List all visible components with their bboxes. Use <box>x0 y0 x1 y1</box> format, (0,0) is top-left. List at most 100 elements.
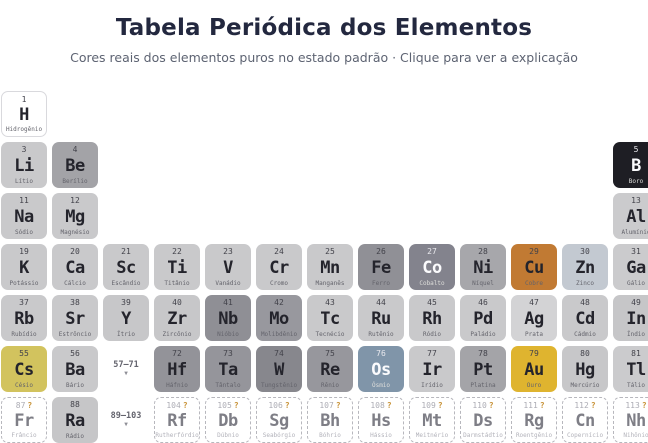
element-tile-w[interactable]: 74 W Tungstênio <box>256 346 302 392</box>
element-symbol: Ra <box>65 411 85 431</box>
element-tile-bh[interactable]: 107? Bh Bóhrio <box>307 397 353 443</box>
lanthanide-range[interactable]: 57–71 ▼ <box>103 346 149 392</box>
element-tile-na[interactable]: 11 Na Sódio <box>1 193 47 239</box>
element-tile-hg[interactable]: 80 Hg Mercúrio <box>562 346 608 392</box>
element-tile-fe[interactable]: 26 Fe Ferro <box>358 244 404 290</box>
element-tile-db[interactable]: 105? Db Dúbnio <box>205 397 251 443</box>
atomic-number: 27 <box>427 247 437 256</box>
element-name: Molibdênio <box>260 331 298 338</box>
unknown-color-question-mark: ? <box>27 401 33 410</box>
atomic-number-row: 29 <box>529 248 539 256</box>
element-tile-ba[interactable]: 56 Ba Bário <box>52 346 98 392</box>
element-tile-tc[interactable]: 43 Tc Tecnécio <box>307 295 353 341</box>
element-tile-mn[interactable]: 25 Mn Manganês <box>307 244 353 290</box>
element-tile-ru[interactable]: 44 Ru Rutênio <box>358 295 404 341</box>
element-symbol: Cu <box>524 258 544 278</box>
actinide-range[interactable]: 89–103 ▼ <box>103 397 149 443</box>
atomic-number: 87 <box>15 401 26 410</box>
element-name: Ouro <box>526 382 542 389</box>
element-tile-au[interactable]: 79 Au Ouro <box>511 346 557 392</box>
element-tile-fr[interactable]: 87? Fr Frâncio <box>1 397 47 443</box>
atomic-number: 56 <box>70 349 80 358</box>
element-tile-re[interactable]: 75 Re Rênio <box>307 346 353 392</box>
element-symbol: Cs <box>14 360 34 380</box>
element-tile-ir[interactable]: 77 Ir Irídio <box>409 346 455 392</box>
atomic-number: 38 <box>70 298 80 307</box>
element-tile-ra[interactable]: 88 Ra Rádio <box>52 397 98 443</box>
element-tile-sg[interactable]: 106? Sg Seabórgio <box>256 397 302 443</box>
element-tile-rh[interactable]: 45 Rh Ródio <box>409 295 455 341</box>
element-tile-hf[interactable]: 72 Hf Háfnio <box>154 346 200 392</box>
element-tile-v[interactable]: 23 V Vanádio <box>205 244 251 290</box>
element-tile-sr[interactable]: 38 Sr Estrôncio <box>52 295 98 341</box>
element-tile-nh[interactable]: 113? Nh Nihônio <box>613 397 648 443</box>
element-tile-pt[interactable]: 78 Pt Platina <box>460 346 506 392</box>
unknown-color-question-mark: ? <box>386 401 392 410</box>
element-tile-os[interactable]: 76 Os Ósmio <box>358 346 404 392</box>
element-tile-b[interactable]: 5 B Boro <box>613 142 648 188</box>
element-tile-zr[interactable]: 40 Zr Zircônio <box>154 295 200 341</box>
element-tile-cu[interactable]: 29 Cu Cobre <box>511 244 557 290</box>
atomic-number: 48 <box>580 298 590 307</box>
element-tile-co[interactable]: 27 Co Cobalto <box>409 244 455 290</box>
element-tile-nb[interactable]: 41 Nb Nióbio <box>205 295 251 341</box>
element-tile-in[interactable]: 49 In Índio <box>613 295 648 341</box>
unknown-color-question-mark: ? <box>182 401 188 410</box>
element-tile-ca[interactable]: 20 Ca Cálcio <box>52 244 98 290</box>
element-symbol: Ga <box>626 258 646 278</box>
atomic-number: 1 <box>21 95 27 104</box>
element-tile-al[interactable]: 13 Al Alumínio <box>613 193 648 239</box>
element-name: Vanádio <box>215 280 241 287</box>
unknown-color-question-mark: ? <box>437 401 443 410</box>
atomic-number: 107 <box>319 401 334 410</box>
element-tile-mt[interactable]: 109? Mt Meitnério <box>409 397 455 443</box>
atomic-number-row: 27 <box>427 248 437 256</box>
element-name: Cromo <box>269 280 289 287</box>
element-tile-rf[interactable]: 104? Rf Rutherfórdio <box>154 397 200 443</box>
element-name: Copernício <box>566 432 604 439</box>
element-tile-be[interactable]: 4 Be Berílio <box>52 142 98 188</box>
atomic-number: 73 <box>223 349 233 358</box>
element-tile-mo[interactable]: 42 Mo Molibdênio <box>256 295 302 341</box>
atomic-number-row: 1 <box>22 96 27 104</box>
element-name: Bário <box>65 382 85 389</box>
element-tile-cr[interactable]: 24 Cr Cromo <box>256 244 302 290</box>
element-tile-rb[interactable]: 37 Rb Rubídio <box>1 295 47 341</box>
atomic-number-row: 110? <box>472 402 493 410</box>
atomic-number: 108 <box>370 401 385 410</box>
element-tile-h[interactable]: 1 H Hidrogênio <box>1 91 47 137</box>
atomic-number-row: 106? <box>268 402 289 410</box>
element-name: Potássio <box>9 280 39 287</box>
element-tile-pd[interactable]: 46 Pd Paládio <box>460 295 506 341</box>
element-symbol: Mg <box>65 207 85 227</box>
element-tile-ag[interactable]: 47 Ag Prata <box>511 295 557 341</box>
element-tile-y[interactable]: 39 Y Ítrio <box>103 295 149 341</box>
element-tile-cn[interactable]: 112? Cn Copernício <box>562 397 608 443</box>
element-tile-cd[interactable]: 48 Cd Cádmio <box>562 295 608 341</box>
element-tile-cs[interactable]: 55 Cs Césio <box>1 346 47 392</box>
element-tile-sc[interactable]: 21 Sc Escândio <box>103 244 149 290</box>
element-tile-mg[interactable]: 12 Mg Magnésio <box>52 193 98 239</box>
unknown-color-question-mark: ? <box>233 401 239 410</box>
element-tile-zn[interactable]: 30 Zn Zinco <box>562 244 608 290</box>
element-tile-rg[interactable]: 111? Rg Roentgênio <box>511 397 557 443</box>
element-tile-li[interactable]: 3 Li Lítio <box>1 142 47 188</box>
element-tile-ta[interactable]: 73 Ta Tântalo <box>205 346 251 392</box>
atomic-number: 3 <box>21 145 27 154</box>
element-symbol: Mn <box>320 258 340 278</box>
element-tile-hs[interactable]: 108? Hs Hássio <box>358 397 404 443</box>
element-tile-ga[interactable]: 31 Ga Gálio <box>613 244 648 290</box>
atomic-number: 112 <box>574 401 589 410</box>
atomic-number-row: 87? <box>16 402 32 410</box>
element-symbol: Nh <box>626 411 646 431</box>
element-tile-ds[interactable]: 110? Ds Darmstádtio <box>460 397 506 443</box>
element-name: Tântalo <box>215 382 241 389</box>
unknown-color-question-mark: ? <box>590 401 596 410</box>
element-tile-ni[interactable]: 28 Ni Níquel <box>460 244 506 290</box>
element-tile-tl[interactable]: 81 Tl Tálio <box>613 346 648 392</box>
atomic-number: 31 <box>631 247 641 256</box>
atomic-number-row: 23 <box>223 248 233 256</box>
atomic-number: 44 <box>376 298 386 307</box>
element-tile-ti[interactable]: 22 Ti Titânio <box>154 244 200 290</box>
element-tile-k[interactable]: 19 K Potássio <box>1 244 47 290</box>
